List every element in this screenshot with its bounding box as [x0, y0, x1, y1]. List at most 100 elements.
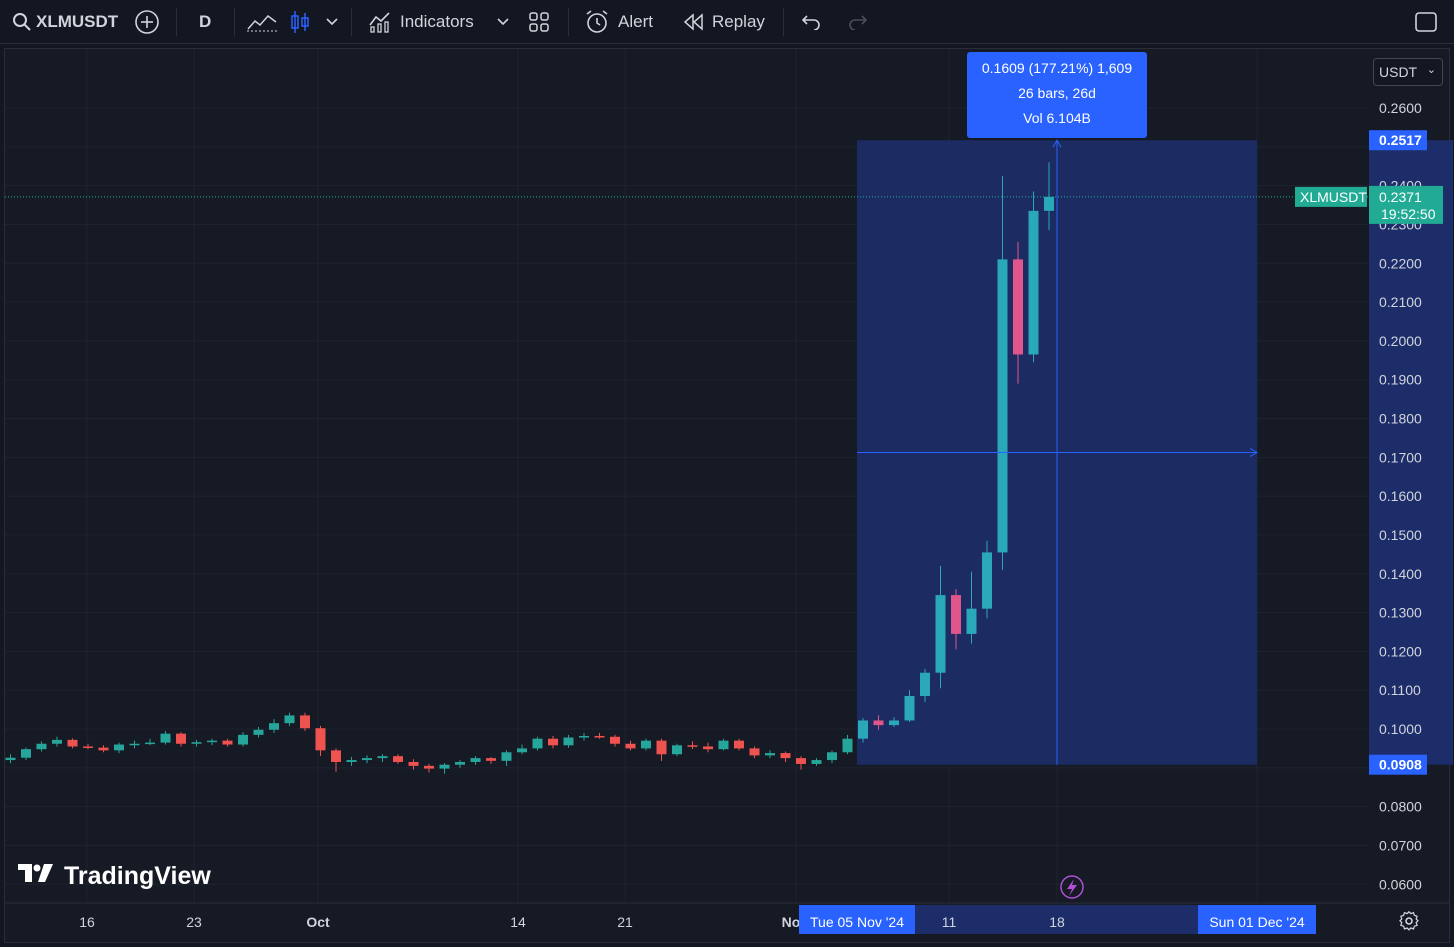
candle: [997, 175, 1008, 570]
candle: [424, 763, 434, 773]
candle-body: [610, 736, 620, 744]
range-bottom-label: 0.0908: [1379, 757, 1422, 773]
measure-change: 0.1609 (177.21%) 1,609: [981, 60, 1133, 76]
symbol-search-button[interactable]: XLMUSDT: [12, 0, 118, 44]
candle-body: [966, 608, 977, 634]
candle-body: [1044, 196, 1054, 211]
candle: [362, 755, 372, 764]
chevron-down-icon: ⌄: [1426, 64, 1436, 76]
candle: [253, 727, 264, 738]
layouts-button[interactable]: [528, 0, 550, 44]
alert-button[interactable]: Alert: [584, 0, 653, 44]
candle: [52, 736, 62, 747]
candle-body: [889, 720, 899, 726]
time-axis-tick: No: [782, 914, 801, 930]
time-axis-tick: Oct: [306, 914, 330, 930]
candle: [5, 754, 16, 764]
price-axis-tick: 0.1900: [1379, 372, 1422, 388]
symbol-tag-bg: [1295, 186, 1367, 207]
candle: [377, 754, 388, 762]
range-end-label-bg: [1198, 905, 1316, 934]
candle-body: [207, 740, 217, 743]
price-axis-tick: 0.2600: [1379, 100, 1422, 116]
candle-body: [83, 746, 93, 748]
lightning-bolt-icon: [1067, 879, 1077, 896]
candle-body: [625, 743, 636, 749]
candle: [439, 763, 450, 774]
candle: [176, 732, 186, 747]
layouts-icon: [528, 11, 550, 33]
candle: [160, 730, 171, 745]
candle: [114, 742, 124, 754]
candle: [858, 718, 868, 743]
bar-style-icon: [246, 11, 278, 33]
price-axis-tick: 0.0600: [1379, 876, 1422, 892]
bar-style-button[interactable]: [246, 0, 278, 44]
candle: [610, 734, 620, 747]
fullscreen-icon: [1414, 11, 1438, 33]
currency-select[interactable]: USDT ⌄: [1373, 58, 1443, 86]
candle: [718, 738, 729, 751]
candle-body: [331, 750, 341, 762]
price-axis-tick: 0.1500: [1379, 527, 1422, 543]
candle-body: [920, 672, 930, 697]
candle-body: [408, 761, 419, 766]
candle-body: [238, 734, 248, 745]
candle-body: [439, 764, 450, 769]
candle-style-button[interactable]: [289, 0, 311, 44]
candle-body: [951, 595, 961, 634]
candle: [331, 748, 341, 772]
candle: [920, 668, 930, 702]
candle: [703, 742, 713, 753]
add-symbol-button[interactable]: [134, 0, 160, 44]
candle-body: [858, 720, 868, 739]
interval-button[interactable]: D: [199, 12, 212, 31]
fullscreen-button[interactable]: [1414, 0, 1438, 44]
candle: [625, 740, 636, 751]
candle: [284, 712, 295, 726]
candle-body: [982, 552, 992, 609]
candle: [98, 745, 109, 753]
candle: [641, 738, 651, 751]
candle-body: [67, 739, 78, 747]
time-axis-tick: 23: [186, 914, 202, 930]
price-axis-tick: 0.2000: [1379, 333, 1422, 349]
indicators-label: Indicators: [400, 12, 474, 31]
candle: [842, 734, 853, 755]
undo-button[interactable]: [801, 0, 821, 44]
candle-body: [284, 715, 295, 724]
candle-body: [811, 760, 822, 764]
candle-body: [362, 758, 372, 761]
redo-button[interactable]: [848, 0, 868, 44]
replay-button[interactable]: Replay: [682, 0, 765, 44]
candle-body: [656, 740, 667, 755]
candle: [191, 739, 202, 747]
chart-type-dropdown[interactable]: [326, 0, 338, 44]
candle: [687, 741, 698, 750]
add-symbol-icon: [134, 9, 160, 35]
tradingview-logo-text: TradingView: [64, 862, 211, 890]
candle: [594, 732, 605, 739]
time-axis-tick-in-range: 18: [1049, 914, 1065, 930]
candle: [982, 540, 992, 619]
candle: [238, 732, 248, 747]
candle-body: [114, 744, 124, 751]
candle: [486, 756, 496, 764]
settings-button[interactable]: [1398, 910, 1420, 932]
range-start-label: Tue 05 Nov '24: [810, 914, 904, 930]
indicators-dropdown[interactable]: [497, 0, 509, 44]
candle-body: [5, 757, 16, 761]
candle: [1028, 191, 1039, 363]
candle: [455, 760, 465, 768]
candle-body: [997, 259, 1008, 553]
chevron-down-icon: [326, 18, 338, 26]
candle: [1044, 162, 1054, 231]
tradingview-logo: TradingView: [18, 862, 211, 891]
candle-body: [563, 737, 574, 746]
time-axis-tick: 16: [79, 914, 95, 930]
candle-body: [548, 738, 558, 746]
indicators-button[interactable]: Indicators: [368, 0, 474, 44]
candle: [346, 756, 357, 766]
search-icon: [12, 12, 32, 32]
